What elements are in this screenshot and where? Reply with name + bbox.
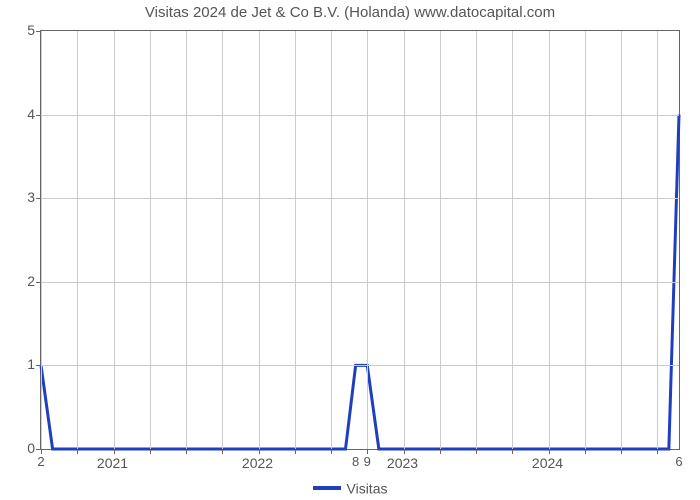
ylabel: 1 <box>10 356 35 372</box>
xtick-minor <box>512 450 513 454</box>
gridline-v <box>259 31 260 449</box>
gridline-v <box>512 31 513 449</box>
chart-title: Visitas 2024 de Jet & Co B.V. (Holanda) … <box>0 4 700 21</box>
chart-container: Visitas 2024 de Jet & Co B.V. (Holanda) … <box>0 0 700 500</box>
xtick-minor <box>657 450 658 454</box>
data-point-label: 9 <box>364 454 371 469</box>
gridline-v <box>77 31 78 449</box>
gridline-v <box>657 31 658 449</box>
xtick-minor <box>331 450 332 454</box>
xtick-minor <box>77 450 78 454</box>
gridline-v <box>440 31 441 449</box>
legend: Visitas <box>0 479 700 496</box>
xlabel: 2023 <box>387 455 418 471</box>
gridline-h <box>41 365 679 366</box>
xtick-minor <box>440 450 441 454</box>
ylabel: 3 <box>10 189 35 205</box>
gridline-v <box>41 31 42 449</box>
gridline-h <box>41 198 679 199</box>
gridline-v <box>476 31 477 449</box>
xlabel: 2021 <box>97 455 128 471</box>
gridline-v <box>367 31 368 449</box>
ylabel: 0 <box>10 440 35 456</box>
gridline-v <box>621 31 622 449</box>
legend-swatch <box>313 486 341 490</box>
gridline-v <box>186 31 187 449</box>
gridline-h <box>41 115 679 116</box>
ylabel: 5 <box>10 22 35 38</box>
xtick-minor <box>150 450 151 454</box>
xtick-minor <box>621 450 622 454</box>
xtick <box>114 449 115 454</box>
xlabel: 2022 <box>242 455 273 471</box>
xtick-minor <box>585 450 586 454</box>
gridline-v <box>585 31 586 449</box>
gridline-v <box>114 31 115 449</box>
data-point-label: 8 <box>352 454 359 469</box>
data-point-label: 2 <box>37 454 44 469</box>
gridline-v <box>331 31 332 449</box>
xlabel: 2024 <box>532 455 563 471</box>
xtick-minor <box>295 450 296 454</box>
ylabel: 2 <box>10 273 35 289</box>
xtick-minor <box>476 450 477 454</box>
xtick <box>259 449 260 454</box>
gridline-h <box>41 282 679 283</box>
gridline-v <box>150 31 151 449</box>
legend-label: Visitas <box>347 480 388 496</box>
plot-area: 2896 <box>40 30 680 450</box>
gridline-v <box>295 31 296 449</box>
gridline-v <box>549 31 550 449</box>
xtick <box>549 449 550 454</box>
gridline-v <box>404 31 405 449</box>
gridline-v <box>222 31 223 449</box>
data-point-label: 6 <box>675 454 682 469</box>
line-series <box>41 31 679 449</box>
ylabel: 4 <box>10 106 35 122</box>
xtick-minor <box>186 450 187 454</box>
xtick-minor <box>222 450 223 454</box>
xtick <box>404 449 405 454</box>
